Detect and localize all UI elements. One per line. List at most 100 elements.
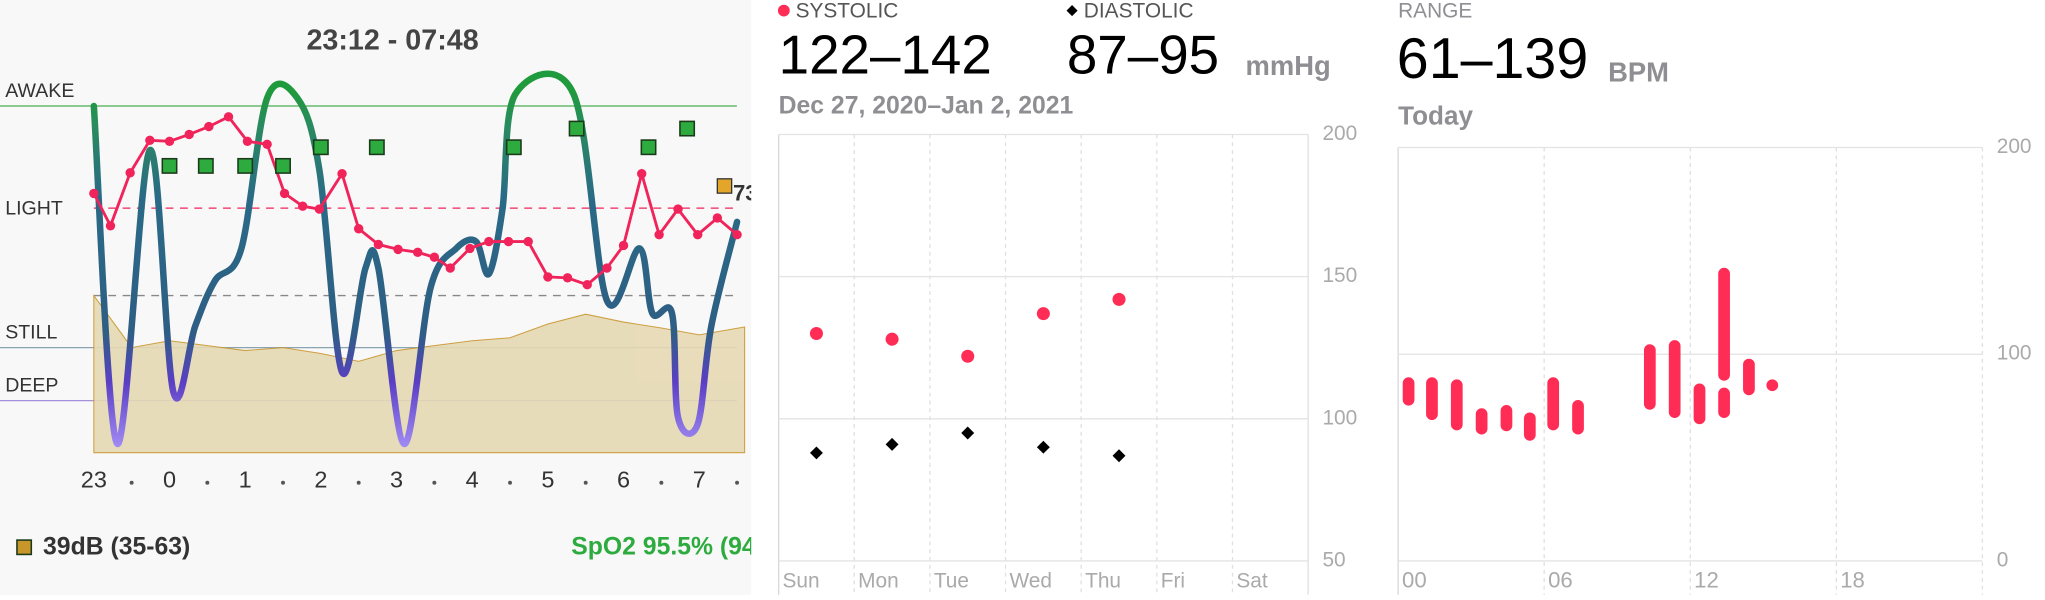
y-tick-label: STILL [5, 321, 57, 343]
heart-rate-point [337, 169, 347, 179]
spo2-marker [161, 157, 178, 174]
diastolic-point [1112, 449, 1126, 463]
heart-rate-point [732, 229, 742, 240]
legend-label: SpO2 95.5% (94-97) [571, 533, 800, 560]
heart-rate-point [582, 280, 592, 290]
range-bar [1523, 412, 1536, 441]
x-tick-label: Sun [783, 569, 820, 592]
separator-dot [432, 480, 437, 485]
sleep-stage-curve [90, 70, 741, 448]
spo2-marker [679, 120, 696, 137]
y-tick-label: 200 [1322, 122, 1357, 145]
heart-rate-point [465, 243, 475, 254]
heart-rate-point [242, 136, 253, 147]
spo2-marker [197, 157, 214, 174]
header-label: RANGE [1398, 0, 1472, 22]
separator-dot [583, 480, 588, 485]
y-tick-label: 0 [1997, 548, 2009, 571]
systolic-point [809, 326, 823, 341]
separator-dot [508, 480, 512, 485]
heart-rate-point [145, 135, 155, 146]
x-tick-label: 1 [239, 467, 252, 493]
heart-rate-point [637, 169, 647, 179]
spo2-marker [275, 157, 291, 174]
range-bar [1718, 267, 1730, 381]
separator-dot [735, 480, 739, 485]
y-tick-label: 50 [1322, 548, 1345, 571]
legend-label: 39dB (35-63) [43, 533, 190, 560]
y-tick-label: 200 [1997, 135, 2032, 158]
legend-marker [1066, 5, 1078, 17]
spo2-marker [312, 139, 329, 156]
y-tick-label: 150 [1322, 264, 1357, 287]
legend-swatch [16, 539, 33, 556]
heart-rate-point [602, 263, 612, 273]
range-bar [1402, 377, 1415, 406]
heart-rate-point [262, 139, 272, 149]
systolic-point [1036, 307, 1050, 321]
x-tick-label: 0 [163, 467, 176, 493]
legend-marker [777, 4, 790, 17]
range-bar [1693, 383, 1706, 425]
legend-label: SYSTOLIC [796, 0, 899, 22]
spo2-marker [505, 139, 522, 156]
range-bar [1718, 387, 1730, 418]
x-tick-label: 3 [390, 467, 403, 493]
heart-rate-point [413, 247, 423, 258]
heart-rate-point [89, 188, 99, 199]
heart-rate-point [279, 188, 290, 199]
spo2-marker [237, 157, 254, 174]
heart-rate-point [543, 272, 553, 282]
heart-rate-point [164, 136, 175, 147]
x-tick-label: 12 [1694, 568, 1719, 593]
separator-dot [129, 480, 134, 485]
y-tick-label: DEEP [5, 374, 58, 396]
spo2-marker [640, 139, 657, 156]
subtitle: Today [1398, 100, 1473, 130]
systolic-point [1112, 292, 1126, 306]
heart-rate-point [184, 129, 194, 140]
summary-value: 122–142 [779, 23, 992, 85]
range-bar [1643, 344, 1656, 410]
x-tick-label: 5 [541, 467, 554, 493]
heart-rate-point [503, 236, 514, 247]
heart-rate-point [297, 201, 308, 211]
x-tick-label: 2 [314, 467, 327, 493]
subtitle: Dec 27, 2020–Jan 2, 2021 [779, 93, 1074, 120]
heart-rate-point [445, 263, 455, 273]
heart-rate-point [693, 229, 703, 240]
heart-rate-point [393, 244, 403, 255]
x-tick-label: Sat [1236, 569, 1268, 592]
range-bar [1743, 358, 1755, 396]
summary-value: 61–139 [1397, 27, 1588, 91]
unit-label: mmHg [1246, 50, 1331, 81]
spo2-marker [568, 120, 585, 137]
y-tick-label: 100 [1322, 406, 1357, 429]
range-bar [1668, 340, 1681, 418]
diastolic-point [809, 446, 823, 460]
x-tick-label: 6 [617, 467, 630, 493]
separator-dot [659, 480, 664, 485]
summary-value: 87–95 [1067, 23, 1219, 85]
range-bar [1450, 379, 1463, 431]
spo2-marker [368, 139, 385, 156]
annotation-marker [716, 178, 733, 194]
legend-label: DIASTOLIC [1084, 0, 1194, 22]
annotation-label: 73 [733, 180, 758, 205]
heart-rate-point [523, 236, 533, 247]
sleep-panel: 23:12 - 07:48 AWAKE LIGHT STILL DEEP 39dB (35… [0, 24, 800, 560]
separator-dot [205, 480, 210, 485]
heart-rate-point [125, 168, 135, 178]
y-tick-label: AWAKE [5, 80, 74, 102]
x-tick-label: 00 [1402, 568, 1427, 593]
x-tick-label: 18 [1840, 568, 1865, 593]
diastolic-point [885, 437, 899, 451]
diastolic-point [1036, 440, 1050, 454]
x-tick-label: 06 [1548, 568, 1573, 593]
systolic-point [885, 332, 899, 346]
x-tick-label: 7 [693, 467, 706, 493]
x-tick-label: 23 [81, 467, 107, 493]
